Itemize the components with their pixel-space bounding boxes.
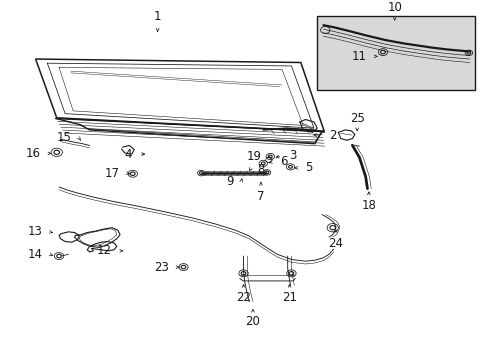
Text: 12: 12 bbox=[97, 244, 112, 257]
Text: 25: 25 bbox=[349, 112, 364, 125]
Text: 13: 13 bbox=[28, 225, 42, 238]
Bar bbox=[317, 16, 473, 90]
Text: 1: 1 bbox=[154, 10, 161, 23]
Text: 4: 4 bbox=[124, 148, 132, 161]
Text: 22: 22 bbox=[236, 291, 250, 304]
Text: 15: 15 bbox=[57, 131, 72, 144]
Text: 14: 14 bbox=[28, 248, 42, 261]
Text: 9: 9 bbox=[226, 175, 234, 188]
Text: 21: 21 bbox=[282, 291, 296, 304]
Text: 16: 16 bbox=[25, 147, 40, 160]
Text: 7: 7 bbox=[257, 190, 264, 203]
Text: 20: 20 bbox=[245, 315, 260, 328]
Text: 11: 11 bbox=[351, 50, 366, 63]
Text: 5: 5 bbox=[305, 161, 312, 174]
Text: 8: 8 bbox=[257, 163, 264, 176]
Text: 17: 17 bbox=[104, 167, 120, 180]
Text: 18: 18 bbox=[361, 199, 376, 212]
Text: 23: 23 bbox=[154, 261, 169, 274]
Text: 6: 6 bbox=[279, 155, 286, 168]
Text: 19: 19 bbox=[246, 150, 261, 163]
Text: 24: 24 bbox=[328, 237, 343, 250]
Text: 10: 10 bbox=[386, 1, 401, 14]
Text: 3: 3 bbox=[288, 149, 296, 162]
Text: 2: 2 bbox=[328, 129, 336, 141]
